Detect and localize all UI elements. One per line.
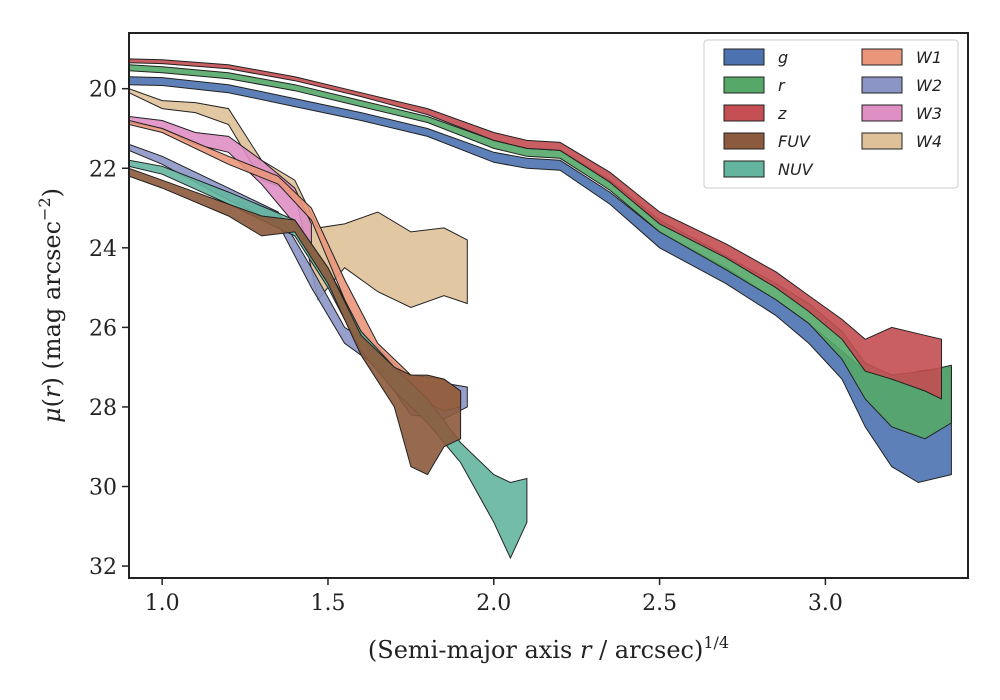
- y-tick-label: 32: [89, 555, 117, 580]
- legend-label-r: r: [778, 76, 786, 95]
- x-axis-ticks: 1.0 1.5 2.0 2.5 3.0: [145, 578, 843, 616]
- x-tick-label: 2.5: [642, 591, 677, 616]
- legend-label-w2: W2: [916, 76, 942, 95]
- legend-swatch-w3: [861, 104, 903, 122]
- x-tick-label: 3.0: [808, 591, 843, 616]
- x-tick-label: 1.5: [310, 591, 345, 616]
- area-fuv: [129, 167, 462, 476]
- plot-frame: [128, 32, 969, 579]
- legend-swatch-r: [723, 76, 765, 94]
- legend-label-w1: W1: [916, 48, 942, 67]
- legend-swatch-z: [723, 104, 765, 122]
- x-tick-label: 1.0: [145, 591, 180, 616]
- legend-swatch-fuv: [723, 132, 765, 150]
- legend-swatch-w1: [861, 48, 903, 66]
- y-tick-label: 22: [89, 157, 117, 182]
- x-axis-label: (Semi-major axis r / arcsec)1/4: [368, 633, 729, 664]
- y-tick-label: 24: [89, 237, 117, 262]
- y-tick-label: 28: [89, 396, 117, 421]
- legend-label-g: g: [778, 48, 788, 67]
- series-areas: [129, 58, 952, 560]
- y-axis-ticks: 20 22 24 26 28 30 32: [89, 78, 129, 580]
- y-tick-label: 30: [89, 476, 117, 501]
- legend-label-fuv: FUV: [778, 132, 811, 151]
- legend-swatch-w4: [861, 132, 903, 150]
- legend-label-w4: W4: [916, 132, 942, 151]
- legend-label-w3: W3: [916, 104, 942, 123]
- y-axis-label: μ(r) (mag arcsec−2): [35, 188, 66, 423]
- y-tick-label: 26: [89, 316, 117, 341]
- legend-swatch-nuv: [723, 160, 765, 178]
- legend-label-z: z: [777, 104, 787, 123]
- legend: grz FUV NUV W1 W2 W3 W4: [703, 39, 959, 189]
- area-g: [129, 76, 952, 484]
- y-tick-label: 20: [89, 78, 117, 103]
- legend-swatch-w2: [861, 76, 903, 94]
- legend-label-nuv: NUV: [778, 160, 814, 179]
- legend-swatch-g: [723, 48, 765, 66]
- area-z: [129, 58, 942, 400]
- x-tick-label: 2.0: [476, 591, 511, 616]
